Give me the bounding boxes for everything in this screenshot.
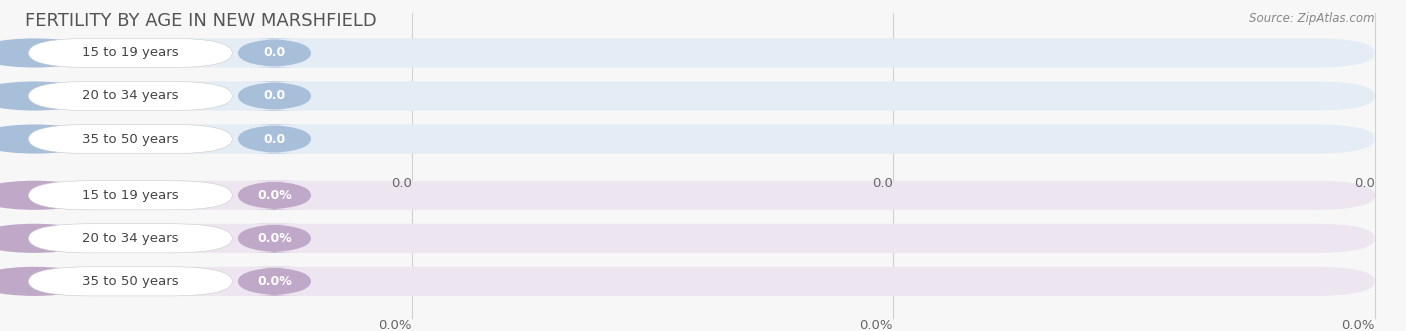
FancyBboxPatch shape: [28, 38, 232, 68]
FancyBboxPatch shape: [25, 224, 1375, 253]
Text: 15 to 19 years: 15 to 19 years: [82, 189, 179, 202]
Circle shape: [0, 267, 97, 296]
FancyBboxPatch shape: [238, 81, 311, 111]
Text: 0.0: 0.0: [1354, 177, 1375, 190]
FancyBboxPatch shape: [28, 267, 232, 296]
FancyBboxPatch shape: [238, 224, 311, 253]
FancyBboxPatch shape: [25, 181, 1375, 210]
Text: Source: ZipAtlas.com: Source: ZipAtlas.com: [1250, 12, 1375, 24]
FancyBboxPatch shape: [25, 124, 1375, 154]
FancyBboxPatch shape: [238, 181, 311, 210]
FancyBboxPatch shape: [25, 267, 1375, 296]
Circle shape: [0, 81, 97, 111]
Circle shape: [0, 181, 97, 210]
Text: 35 to 50 years: 35 to 50 years: [82, 132, 179, 146]
Text: 0.0%: 0.0%: [859, 319, 893, 331]
Text: 0.0%: 0.0%: [1341, 319, 1375, 331]
FancyBboxPatch shape: [28, 224, 232, 253]
Circle shape: [0, 38, 97, 68]
Text: 0.0: 0.0: [391, 177, 412, 190]
FancyBboxPatch shape: [238, 38, 311, 68]
FancyBboxPatch shape: [238, 124, 311, 154]
Text: FERTILITY BY AGE IN NEW MARSHFIELD: FERTILITY BY AGE IN NEW MARSHFIELD: [25, 12, 377, 29]
FancyBboxPatch shape: [238, 267, 311, 296]
Text: 35 to 50 years: 35 to 50 years: [82, 275, 179, 288]
Circle shape: [0, 124, 97, 154]
FancyBboxPatch shape: [28, 181, 232, 210]
FancyBboxPatch shape: [28, 81, 232, 111]
Text: 20 to 34 years: 20 to 34 years: [82, 89, 179, 103]
Text: 0.0%: 0.0%: [257, 232, 292, 245]
Text: 0.0%: 0.0%: [257, 275, 292, 288]
Text: 20 to 34 years: 20 to 34 years: [82, 232, 179, 245]
Text: 0.0: 0.0: [872, 177, 893, 190]
FancyBboxPatch shape: [25, 81, 1375, 111]
Text: 15 to 19 years: 15 to 19 years: [82, 46, 179, 60]
Text: 0.0: 0.0: [263, 89, 285, 103]
Text: 0.0: 0.0: [263, 46, 285, 60]
Text: 0.0%: 0.0%: [257, 189, 292, 202]
Circle shape: [0, 224, 97, 253]
FancyBboxPatch shape: [25, 38, 1375, 68]
Text: 0.0: 0.0: [263, 132, 285, 146]
Text: 0.0%: 0.0%: [378, 319, 412, 331]
FancyBboxPatch shape: [28, 124, 232, 154]
